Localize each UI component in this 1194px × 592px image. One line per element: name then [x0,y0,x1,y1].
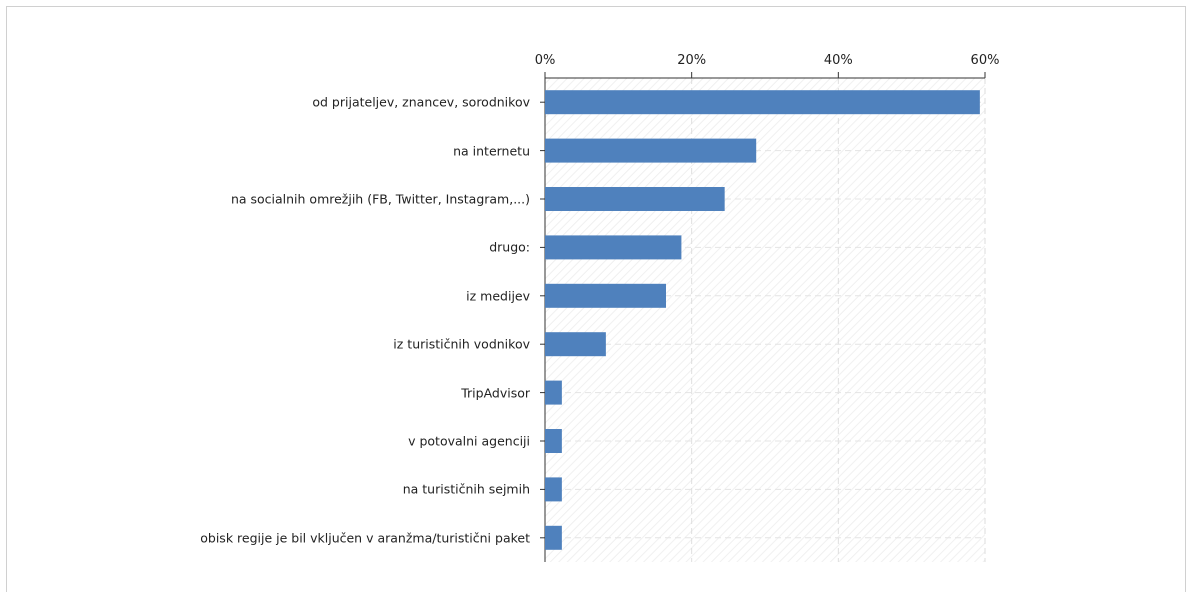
bar [545,138,757,163]
bar [545,429,562,453]
y-tick-label: iz turističnih vodnikov [393,336,530,352]
y-tick-label: iz medijev [466,288,530,304]
x-tick-label: 60% [971,53,1000,68]
bar [545,477,562,502]
bar [545,235,682,260]
frame [6,6,1186,592]
y-tick-label: na socialnih omrežjih (FB, Twitter, Inst… [230,191,530,207]
bar [545,380,562,405]
bar [545,332,606,357]
x-tick-label: 0% [535,53,556,68]
bar [545,283,666,308]
x-tick-label: 20% [677,53,706,68]
y-tick-label: na turističnih sejmih [402,481,530,497]
bar [545,187,725,211]
y-tick-label: drugo: [489,239,530,255]
y-tick-label: obisk regije je bil vključen v aranžma/t… [200,530,530,546]
y-tick-label: v potovalni agenciji [408,433,530,449]
x-tick-label: 40% [824,53,853,68]
y-tick-label: TripAdvisor [461,385,530,401]
bar [545,525,562,550]
bar [545,90,980,115]
y-tick-label: na internetu [453,143,530,159]
y-tick-label: od prijateljev, znancev, sorodnikov [312,94,530,110]
